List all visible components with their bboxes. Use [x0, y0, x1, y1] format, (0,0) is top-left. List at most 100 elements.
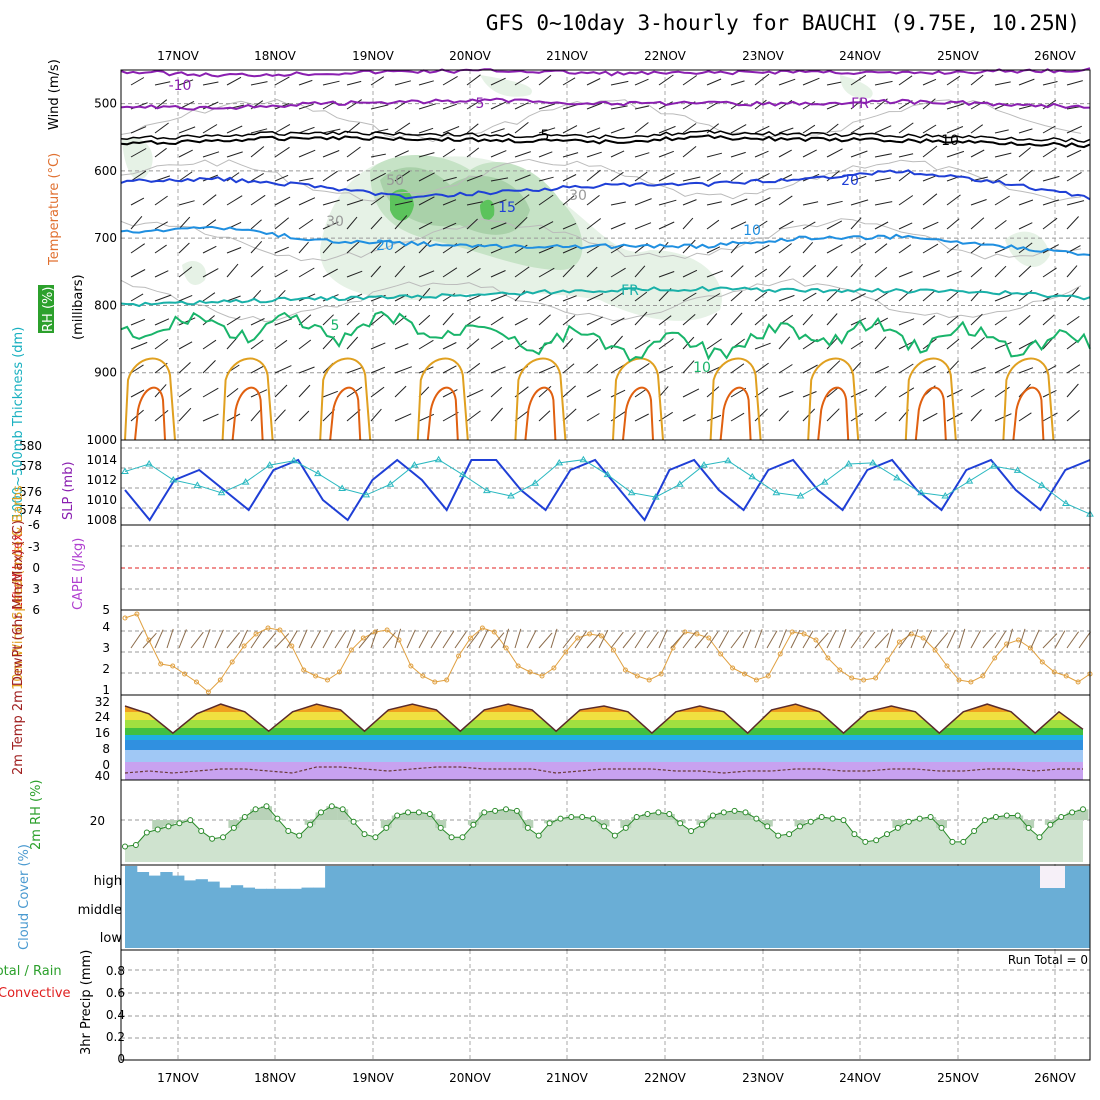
wind-barb — [634, 265, 646, 278]
thickness-point — [314, 469, 322, 477]
p8-conv-label: Convective — [0, 986, 71, 1001]
wind-barb — [970, 217, 985, 230]
wind-barb — [490, 199, 507, 206]
wind-barb — [562, 385, 576, 398]
p1-mb-label: (millibars) — [71, 274, 86, 340]
cloud-high-bar — [230, 885, 244, 890]
wind-barb — [922, 243, 939, 254]
temp-contour-25 — [221, 357, 274, 441]
wind-barb — [370, 195, 385, 206]
rh-point — [339, 806, 346, 813]
thickness-point — [386, 480, 395, 487]
rh-shading — [480, 199, 495, 221]
thickness-point — [941, 492, 950, 499]
wind-barb — [586, 169, 601, 182]
wind-barb — [274, 196, 291, 206]
p7-cat-label: middle — [78, 903, 122, 918]
wind-barb — [490, 150, 507, 158]
wind-barb — [826, 81, 842, 86]
wind-barb — [1018, 315, 1031, 326]
wind10-barb — [934, 632, 949, 649]
p2-ytick-right: 1012 — [86, 473, 117, 487]
wind-barb — [370, 240, 384, 254]
wind-barb — [370, 172, 386, 182]
rh-point — [459, 834, 466, 841]
wind-barb — [370, 153, 386, 158]
rh-point — [470, 821, 477, 828]
wind-barb — [658, 365, 674, 374]
wind-barb — [706, 152, 723, 158]
wind-barb — [346, 99, 362, 110]
panel-2-content: 574 576 578 580 1008 1010 1012 1014 — [19, 439, 1094, 527]
wind10-point — [837, 667, 843, 673]
temp-contour-30 — [1012, 386, 1045, 441]
wind-barb — [586, 195, 600, 206]
wind-barb — [466, 174, 483, 182]
wind-barb — [874, 385, 887, 398]
wind-barb — [970, 388, 985, 398]
wind10-point — [348, 647, 354, 653]
temp-contour-25 — [514, 357, 567, 441]
wind-barb — [730, 80, 745, 86]
rh-point — [154, 826, 161, 833]
wind-barb — [826, 360, 841, 374]
wind10-point — [753, 677, 759, 683]
wind-barb — [586, 151, 602, 158]
rh-point — [307, 821, 314, 828]
thickness-point — [531, 479, 540, 486]
wind10-barb — [598, 629, 609, 649]
wind-barb — [970, 124, 983, 134]
wind-barb — [394, 385, 407, 398]
wind-barb — [586, 413, 600, 422]
wind-barb — [130, 197, 145, 206]
p8-ytick: 0.4 — [106, 1008, 125, 1022]
wind-barb — [346, 336, 359, 350]
wind-barb — [730, 265, 744, 278]
wind-barb — [130, 77, 145, 86]
rh-point — [318, 809, 324, 816]
day-label-bottom: 23NOV — [742, 1071, 784, 1085]
wind-barb — [394, 265, 406, 278]
wind10-barb — [346, 629, 356, 649]
wind10-barb — [478, 629, 489, 649]
p8-ytick: 0.2 — [106, 1030, 125, 1044]
wind10-barb — [622, 632, 636, 649]
wind-barb — [946, 150, 965, 158]
wind-barb — [874, 317, 889, 326]
wind10-point — [861, 677, 867, 683]
thickness-point — [434, 455, 443, 463]
p8-precip-label: 3hr Precip (mm) — [79, 950, 94, 1055]
thickness-point — [917, 488, 926, 496]
wind10-point — [313, 673, 319, 679]
wind10-point — [694, 631, 700, 637]
wind-barb — [610, 292, 624, 302]
wind-barb — [370, 366, 386, 374]
wind-barb — [658, 150, 674, 158]
wind-barb — [874, 125, 892, 134]
wind-barb — [586, 389, 602, 398]
day-label-bottom: 21NOV — [546, 1071, 588, 1085]
wind-barb — [586, 102, 603, 110]
wind-barb — [394, 122, 411, 134]
wind-barb — [442, 389, 458, 398]
wind-barb — [418, 172, 435, 182]
wind-barb — [466, 338, 480, 350]
wind-barb — [610, 171, 624, 182]
wind-barb — [1018, 128, 1033, 134]
p4-ytick: 1 — [102, 683, 110, 697]
wind-barb — [634, 152, 650, 158]
cloud-high-bar — [701, 866, 714, 890]
wind-barb — [850, 217, 862, 230]
wind-barb — [826, 313, 838, 326]
rh-point — [753, 815, 760, 822]
thickness-point — [748, 472, 757, 480]
wind-barb — [538, 127, 556, 134]
cloud-high-bar — [266, 888, 279, 890]
rh-point — [415, 809, 422, 816]
wind-barb — [178, 126, 196, 134]
day-label-top: 19NOV — [352, 49, 394, 63]
temp-line — [124, 703, 1084, 735]
day-labels-top: 17NOV 18NOV 19NOV 20NOV 21NOV 22NOV 23NOV 24NOV… — [157, 49, 1076, 63]
wind-barb — [778, 149, 792, 158]
